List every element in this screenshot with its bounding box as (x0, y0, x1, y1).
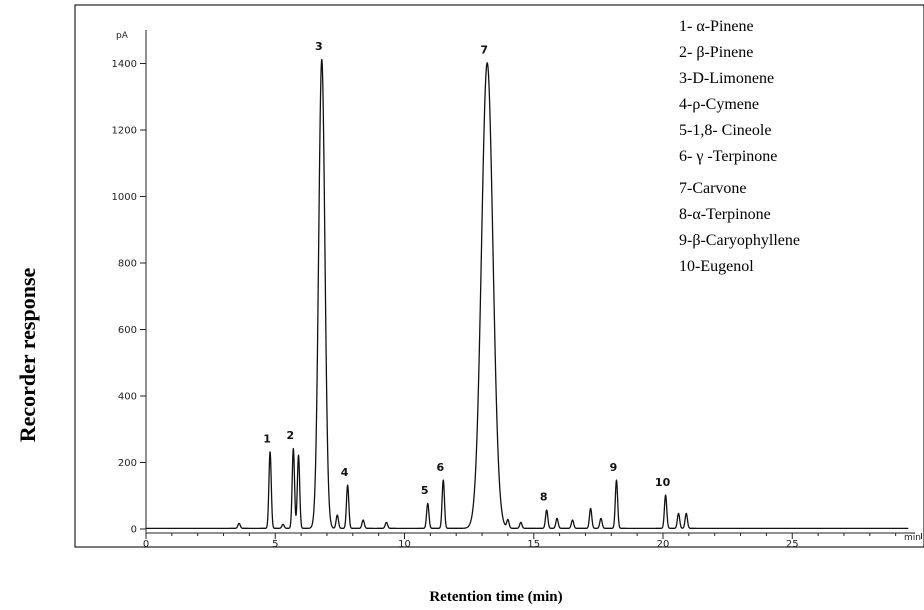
y-axis-title: Recorder response (15, 267, 40, 442)
y-unit-label: pA (116, 31, 129, 41)
x-tick-label: 25 (786, 539, 799, 550)
y-axis: 0 200 400 600 800 1000 1200 1400 (112, 30, 147, 536)
plot-frame (74, 4, 924, 548)
x-axis-title: Retention time (min) (429, 589, 562, 605)
legend-item: 6- γ -Terpinone (679, 148, 777, 165)
legend-item: 3-D-Limonene (679, 70, 774, 87)
y-tick-label: 200 (118, 458, 137, 469)
legend-item: 5-1,8- Cineole (679, 122, 771, 139)
peak-label-1: 1 (263, 433, 271, 446)
peak-label-8: 8 (540, 491, 548, 504)
legend-item: 2- β-Pinene (679, 44, 753, 61)
x-unit-label: min (904, 533, 921, 543)
legend-box (668, 8, 908, 300)
peak-label-4: 4 (341, 466, 349, 479)
x-tick-label: 10 (398, 539, 411, 550)
legend: 1- α-Pinene 2- β-Pinene 3-D-Limonene 4-ρ-Cy… (679, 18, 800, 275)
y-tick-label: 400 (118, 392, 137, 403)
peak-label-6: 6 (436, 461, 444, 474)
y-tick-label: 800 (118, 259, 137, 270)
peak-label-3: 3 (315, 40, 323, 53)
peak-label-9: 9 (610, 461, 618, 474)
peak-label-2: 2 (287, 429, 295, 442)
x-axis: 0 5 10 15 20 25 (143, 532, 922, 550)
y-tick-label: 1200 (112, 126, 137, 137)
legend-item: 4-ρ-Cymene (679, 96, 759, 113)
y-tick-label: 0 (131, 525, 137, 536)
legend-item: 1- α-Pinene (679, 18, 754, 35)
legend-item: 8-α-Terpinone (679, 206, 771, 223)
y-tick-label: 600 (118, 325, 137, 336)
peak-label-5: 5 (421, 484, 429, 497)
x-tick-label: 15 (527, 539, 540, 550)
legend-item: 9-β-Caryophyllene (679, 232, 800, 249)
y-tick-label: 1400 (112, 59, 137, 70)
x-tick-label: 0 (143, 539, 149, 550)
x-tick-label: 20 (657, 539, 670, 550)
peak-labels: 1 2 3 4 56 7 8 9 10 (263, 40, 670, 504)
legend-item: 10-Eugenol (679, 258, 754, 275)
legend-item: 7-Carvone (679, 180, 747, 197)
peak-label-10: 10 (655, 476, 671, 489)
x-tick-label: 5 (272, 539, 278, 550)
peak-label-7: 7 (480, 44, 488, 57)
y-tick-label: 1000 (112, 192, 137, 203)
chromatogram-trace (145, 58, 909, 529)
